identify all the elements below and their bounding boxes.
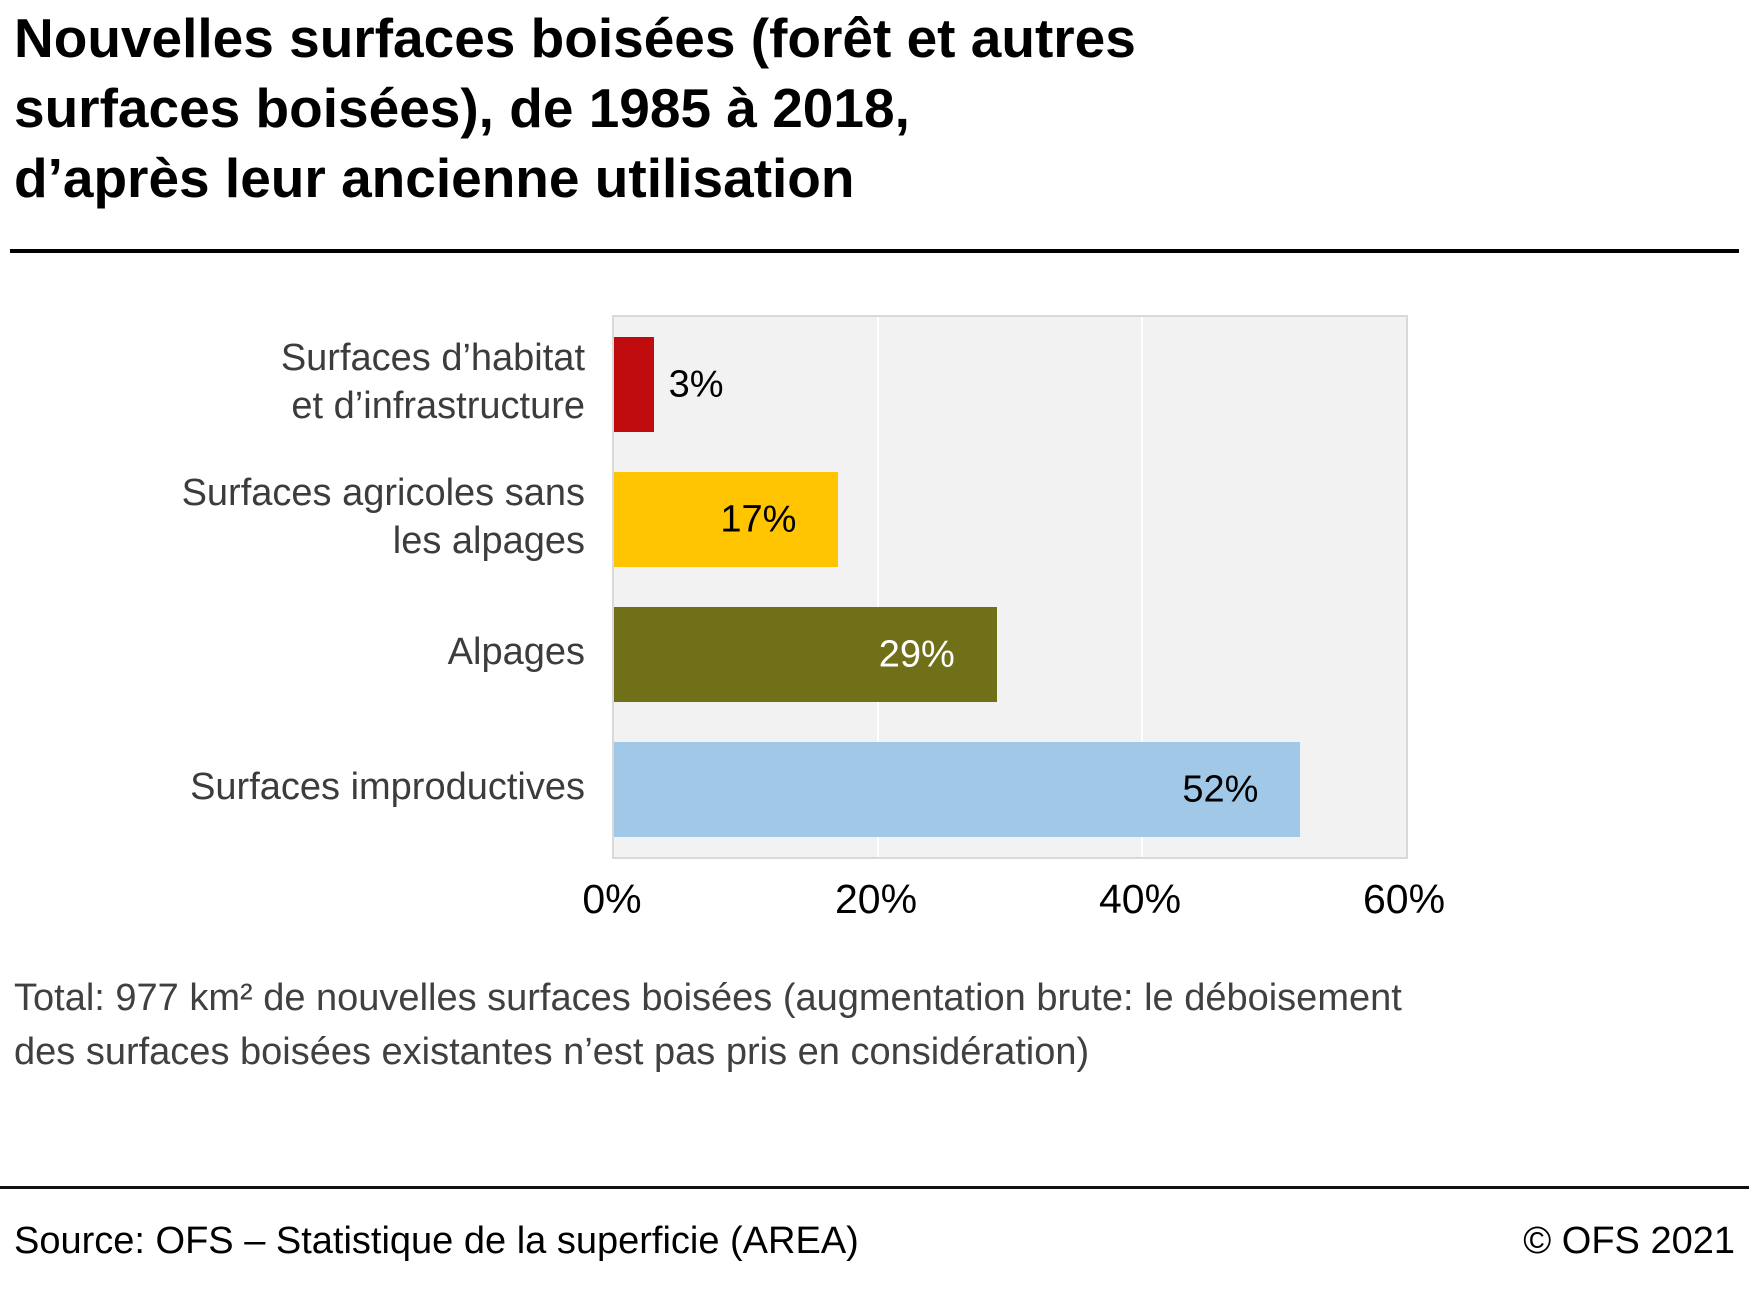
bar-value-label: 17%: [720, 498, 797, 540]
bar-0: 3%: [614, 337, 724, 432]
gridline: [1141, 317, 1143, 857]
bar-2: 29%: [614, 607, 997, 702]
category-row: Surfaces agricoles sans les alpages: [0, 450, 585, 585]
chart-title: Nouvelles surfaces boisées (forêt et aut…: [14, 7, 1136, 209]
bar-value-label: 52%: [1182, 768, 1259, 810]
x-tick-label: 20%: [834, 876, 918, 922]
category-label: Surfaces improductives: [190, 765, 585, 808]
bar-3: 52%: [614, 742, 1301, 837]
plot-area: 3% 17% 29% 52%: [612, 315, 1408, 859]
gridline: [877, 317, 879, 857]
bar-1: 17%: [614, 472, 839, 567]
x-tick-label: 60%: [1362, 876, 1446, 922]
title-divider: [10, 249, 1739, 253]
bar-value-label: 3%: [668, 363, 724, 405]
copyright-text: © OFS 2021: [1523, 1220, 1735, 1262]
category-row: Alpages: [0, 585, 585, 720]
footer: Source: OFS – Statistique de la superfic…: [14, 1220, 1735, 1263]
x-tick-label: 0%: [582, 876, 642, 922]
x-axis: 0% 20% 40% 60%: [582, 876, 1445, 931]
category-row: Surfaces improductives: [0, 720, 585, 855]
category-axis: Surfaces d’habitat et d’infrastructure Su…: [0, 315, 585, 855]
category-row: Surfaces d’habitat et d’infrastructure: [0, 315, 585, 450]
footer-divider: [0, 1186, 1749, 1189]
category-label: Alpages: [447, 630, 585, 673]
category-label: Surfaces agricoles sans les alpages: [181, 472, 585, 562]
source-text: Source: OFS – Statistique de la superfic…: [14, 1220, 859, 1262]
category-label: Surfaces d’habitat et d’infrastructure: [280, 337, 585, 427]
footnote: Total: 977 km² de nouvelles surfaces boi…: [14, 977, 1402, 1073]
x-tick-label: 40%: [1098, 876, 1182, 922]
bar-value-label: 29%: [878, 633, 955, 675]
